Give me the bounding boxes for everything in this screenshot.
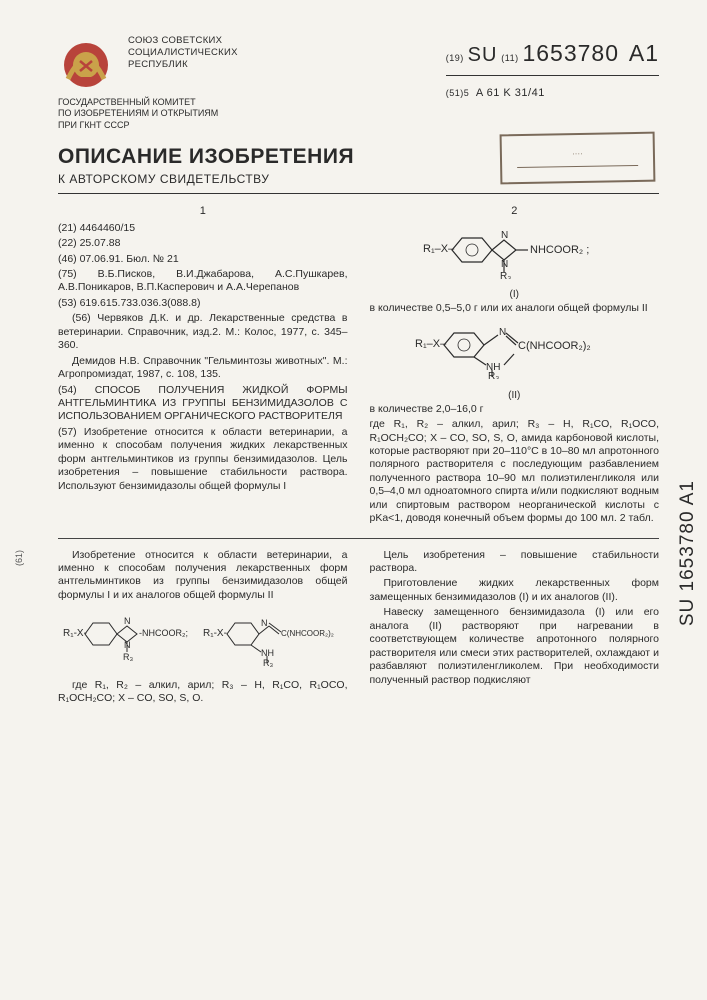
committee-name: ГОСУДАРСТВЕННЫЙ КОМИТЕТ ПО ИЗОБРЕТЕНИЯМ … (58, 97, 258, 131)
ipc-line: (51)5 A 61 K 31/41 (446, 86, 659, 100)
svg-text:R₁–X–: R₁–X– (423, 243, 455, 255)
col-number: 1 (58, 204, 348, 218)
where-clause: где R₁, R₂ – алкил, арил; R₃ – H, R₁CO, … (370, 418, 660, 526)
committee-line: ГОСУДАРСТВЕННЫЙ КОМИТЕТ (58, 97, 258, 108)
side-doc-number: SU 1653780 A1 (676, 480, 701, 626)
svg-text:N: N (501, 259, 508, 270)
svg-text:R₃: R₃ (488, 371, 499, 379)
column-left: 1 (21) 4464460/15 (22) 25.07.88 (46) 07.… (58, 204, 348, 528)
field-21: (21) 4464460/15 (58, 222, 348, 235)
field-46: (46) 07.06.91. Бюл. № 21 (58, 253, 348, 266)
field-75: (75) В.Б.Писков, В.И.Джабарова, А.С.Пушк… (58, 268, 348, 295)
body-r-p3: Навеску замещенного бензимидазола (I) ил… (370, 606, 660, 687)
field-56b: Демидов Н.В. Справочник "Гельминтозы жив… (58, 355, 348, 382)
issuer-line: СОЦИАЛИСТИЧЕСКИХ (128, 47, 238, 59)
ipc-code: A 61 K 31/41 (476, 87, 545, 99)
field-53: (53) 619.615.733.036.3(088.8) (58, 297, 348, 310)
svg-text:N: N (261, 618, 268, 628)
issuer-line: СОЮЗ СОВЕТСКИХ (128, 35, 238, 47)
chem-formulae-inline: R₁-X- N N -NHCOOR₂; R₃ R₁-X- N C(NHCOOR₂… (58, 608, 348, 672)
ipc-prefix: (51)5 (446, 88, 470, 98)
header-block: СОЮЗ СОВЕТСКИХ СОЦИАЛИСТИЧЕСКИХ РЕСПУБЛИ… (58, 35, 659, 131)
svg-text:C(NHCOOR₂)₂: C(NHCOOR₂)₂ (518, 340, 591, 352)
document-codes: (19) SU (11) 1653780 A1 (51)5 A 61 K 31/… (446, 39, 659, 100)
svg-text:R₃: R₃ (500, 271, 511, 279)
svg-text:R₁-X-: R₁-X- (63, 628, 87, 639)
code-mid: (11) (501, 53, 518, 63)
svg-text:N: N (501, 230, 508, 241)
committee-line: ПРИ ГКНТ СССР (58, 120, 258, 131)
body-columns: Изобретение относится к области ветерина… (58, 549, 659, 708)
svg-text:R₁-X-: R₁-X- (203, 628, 227, 639)
svg-text:-NHCOOR₂;: -NHCOOR₂; (139, 628, 188, 638)
formula-label: (II) (370, 390, 660, 403)
formula-label: (I) (370, 289, 660, 302)
field-57: (57) Изобретение относится к области вет… (58, 426, 348, 493)
qty-1: в количестве 0,5–5,0 г или их аналоги об… (370, 302, 660, 315)
ussr-emblem-icon (58, 35, 114, 91)
body-p1: Изобретение относится к области ветерина… (58, 549, 348, 603)
svg-text:R₃: R₃ (263, 658, 273, 668)
rule (58, 538, 659, 539)
committee-line: ПО ИЗОБРЕТЕНИЯМ И ОТКРЫТИЯМ (58, 108, 258, 119)
header-row: СОЮЗ СОВЕТСКИХ СОЦИАЛИСТИЧЕСКИХ РЕСПУБЛИ… (58, 35, 659, 91)
chem-formula-ii: R₁–X– N C(NHCOOR₂)₂ NH R₃ (370, 321, 660, 383)
doc-number-line: (19) SU (11) 1653780 A1 (446, 39, 659, 69)
rule (446, 75, 659, 76)
field-56: (56) Червяков Д.К. и др. Лекарственные с… (58, 312, 348, 352)
field-54: (54) СПОСОБ ПОЛУЧЕНИЯ ЖИДКОЙ ФОРМЫ АНТГЕ… (58, 384, 348, 424)
issuer-name: СОЮЗ СОВЕТСКИХ СОЦИАЛИСТИЧЕСКИХ РЕСПУБЛИ… (128, 35, 238, 71)
svg-text:NHCOOR₂ ;: NHCOOR₂ ; (530, 244, 589, 256)
where-clause-body: где R₁, R₂ – алкил, арил; R₃ – H, R₁CO, … (58, 679, 348, 706)
body-r-p1: Цель изобретения – повышение стабильност… (370, 549, 660, 576)
body-col-left: Изобретение относится к области ветерина… (58, 549, 348, 708)
svg-text:R₁–X–: R₁–X– (415, 338, 447, 350)
column-right: 2 R₁–X– N N NHCOOR₂ ; R₃ (I) в количеств… (370, 204, 660, 528)
svg-text:N: N (499, 327, 506, 338)
stamp-rule (517, 165, 638, 168)
rule (58, 193, 659, 194)
registry-stamp: ···· (500, 132, 656, 185)
qty-2: в количестве 2,0–16,0 г (370, 403, 660, 416)
svg-text:N: N (124, 616, 131, 626)
stamp-text: ···· (572, 149, 583, 160)
code-su: SU (468, 44, 498, 66)
chem-formula-i: R₁–X– N N NHCOOR₂ ; R₃ (370, 224, 660, 283)
code-prefix: (19) (446, 53, 464, 63)
side-field-61: (61) (14, 550, 26, 566)
code-num: 1653780 (522, 40, 619, 66)
body-r-p2: Приготовление жидких лекарственных форм … (370, 577, 660, 604)
field-22: (22) 25.07.88 (58, 237, 348, 250)
svg-text:C(NHCOOR₂)₂: C(NHCOOR₂)₂ (281, 629, 334, 638)
code-suffix: A1 (629, 40, 659, 66)
body-col-right: Цель изобретения – повышение стабильност… (370, 549, 660, 708)
abstract-columns: 1 (21) 4464460/15 (22) 25.07.88 (46) 07.… (58, 204, 659, 528)
issuer-line: РЕСПУБЛИК (128, 59, 238, 71)
svg-text:R₃: R₃ (123, 652, 133, 662)
col-number: 2 (370, 204, 660, 218)
